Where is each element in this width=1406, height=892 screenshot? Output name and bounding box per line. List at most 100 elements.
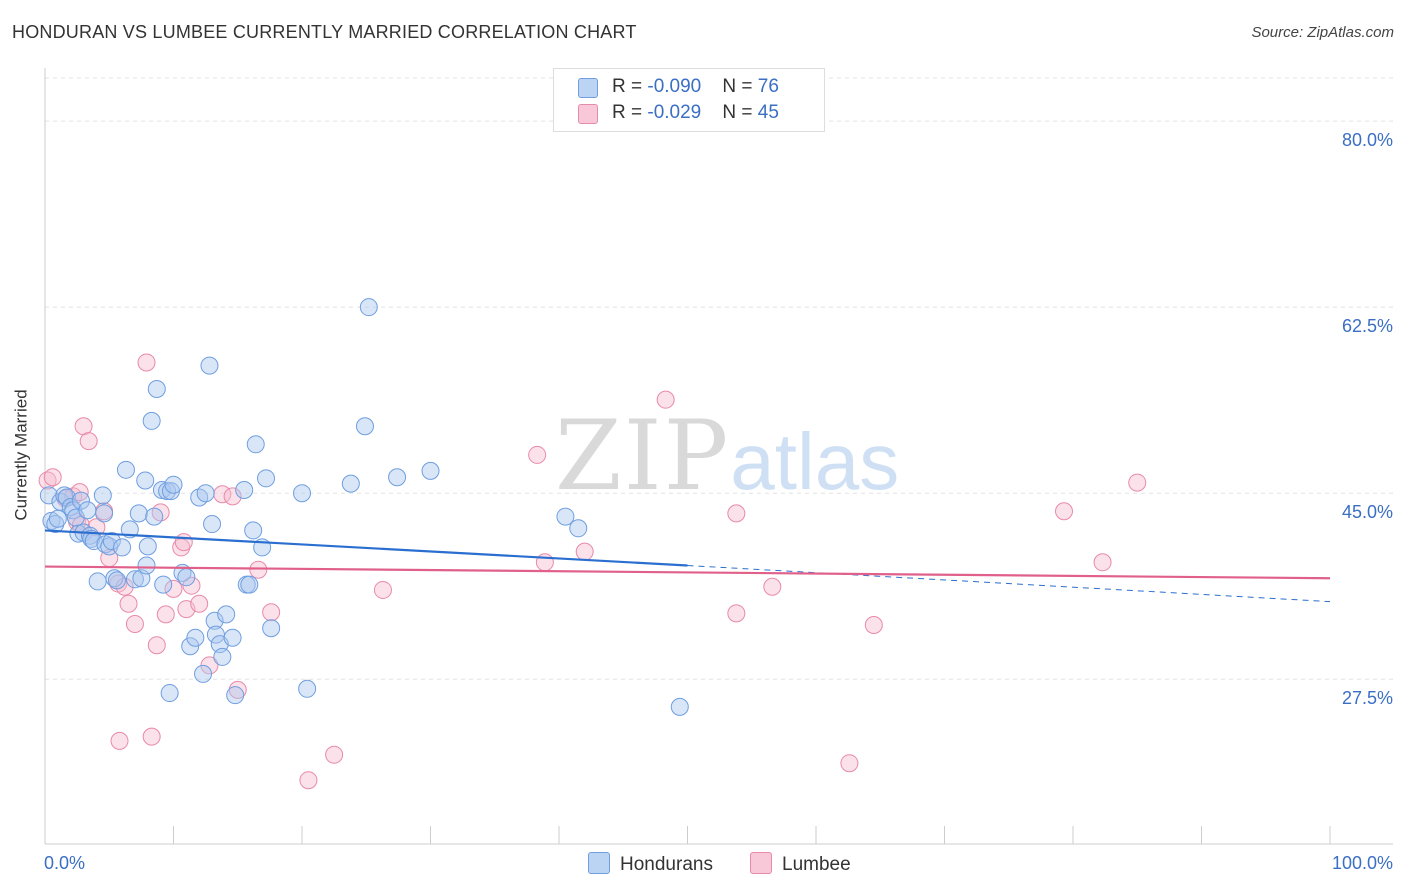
honduran-point	[105, 569, 124, 588]
honduran-point	[88, 572, 107, 591]
stats-legend: R = -0.090 N = 76 R = -0.029 N = 45	[553, 68, 825, 132]
honduran-point	[200, 356, 219, 375]
lumbee-point	[249, 560, 268, 579]
lumbee-point	[864, 616, 883, 635]
lumbee-trend-line	[44, 565, 1331, 580]
y-axis-label: Currently Married	[11, 389, 31, 521]
lumbee-point	[1128, 473, 1147, 492]
honduran-point	[125, 570, 144, 589]
lumbee-point	[137, 353, 156, 372]
y-tick-label: 62.5%	[1342, 316, 1393, 336]
source-label: Source: ZipAtlas.com	[1251, 24, 1394, 41]
honduran-points	[39, 298, 689, 716]
honduran-point	[240, 575, 259, 594]
honduran-point	[244, 521, 263, 540]
honduran-point	[160, 684, 179, 703]
honduran-point	[257, 469, 276, 488]
honduran-point	[213, 647, 232, 666]
honduran-point	[129, 504, 148, 523]
legend-r-value-hondurans: -0.090	[647, 76, 702, 97]
x-tick-label-max: 100.0%	[1332, 853, 1393, 873]
honduran-point	[82, 529, 101, 548]
lumbee-point	[38, 471, 57, 490]
legend-r-label: R =	[612, 76, 648, 97]
honduran-point	[556, 507, 575, 526]
legend-r-label: R =	[612, 102, 648, 123]
lumbee-point	[119, 594, 138, 613]
legend-n-label: N =	[722, 102, 758, 123]
lumbee-point	[223, 487, 242, 506]
honduran-point	[235, 481, 254, 500]
honduran-point	[46, 515, 65, 534]
legend-r-value-lumbee: -0.029	[647, 102, 702, 123]
y-tick-label: 80.0%	[1342, 130, 1393, 150]
honduran-point	[359, 298, 378, 317]
honduran-point	[177, 568, 196, 587]
honduran-point	[670, 697, 689, 716]
honduran-point	[137, 556, 156, 575]
lumbee-point	[528, 445, 547, 464]
bottom-legend-label-hondurans: Hondurans	[620, 854, 713, 875]
honduran-point	[93, 486, 112, 505]
legend-n-value-hondurans: 76	[757, 76, 779, 97]
honduran-point	[152, 481, 171, 500]
lumbee-point	[228, 680, 247, 699]
honduran-point	[136, 471, 155, 490]
y-tick-label: 45.0%	[1342, 502, 1393, 522]
honduran-point	[388, 468, 407, 487]
honduran-point	[138, 537, 157, 556]
lumbee-point	[79, 432, 98, 451]
honduran-point	[421, 461, 440, 480]
lumbee-point	[1055, 502, 1074, 521]
watermark: ZIPatlas	[555, 400, 899, 512]
honduran-point	[298, 679, 317, 698]
bottom-legend-label-lumbee: Lumbee	[782, 854, 851, 875]
bottom-legend-swatch-lumbee	[750, 852, 772, 874]
lumbee-point	[164, 579, 183, 598]
lumbee-point	[763, 577, 782, 596]
lumbee-point	[1093, 553, 1112, 572]
honduran-point	[205, 611, 224, 630]
honduran-point	[95, 504, 114, 523]
lumbee-point	[182, 576, 201, 595]
honduran-point	[194, 664, 213, 683]
honduran-point	[71, 491, 90, 510]
honduran-point	[181, 637, 200, 656]
honduran-point	[355, 417, 374, 436]
trend-lines	[44, 529, 1331, 603]
honduran-point	[39, 486, 58, 505]
honduran-point	[107, 571, 126, 590]
honduran-point	[55, 486, 74, 505]
honduran-point	[246, 435, 265, 454]
honduran-point	[154, 575, 173, 594]
honduran-point	[223, 628, 242, 647]
honduran-point	[158, 482, 177, 501]
lumbee-point	[299, 771, 318, 790]
honduran-point	[196, 484, 215, 503]
lumbee-point	[262, 603, 281, 622]
lumbee-point	[147, 636, 166, 655]
y-tick-label: 27.5%	[1342, 688, 1393, 708]
legend-swatch-lumbee	[578, 104, 598, 124]
lumbee-point	[156, 605, 175, 624]
honduran-point	[145, 507, 164, 526]
honduran-point	[203, 515, 222, 534]
honduran-point	[64, 501, 83, 520]
honduran-point	[262, 619, 281, 638]
lumbee-point	[142, 727, 161, 746]
lumbee-point	[125, 614, 144, 633]
lumbee-point	[325, 745, 344, 764]
watermark-zip: ZIP	[555, 400, 731, 512]
honduran-point	[569, 519, 588, 538]
lumbee-point	[373, 580, 392, 599]
honduran-point	[120, 520, 139, 539]
honduran-point	[293, 484, 311, 503]
honduran-point	[78, 501, 97, 520]
lumbee-point	[840, 754, 859, 773]
lumbee-point	[190, 594, 209, 613]
honduran-point	[116, 460, 135, 479]
axes	[44, 68, 1393, 845]
lumbee-point	[575, 542, 594, 561]
honduran-point	[217, 605, 236, 624]
